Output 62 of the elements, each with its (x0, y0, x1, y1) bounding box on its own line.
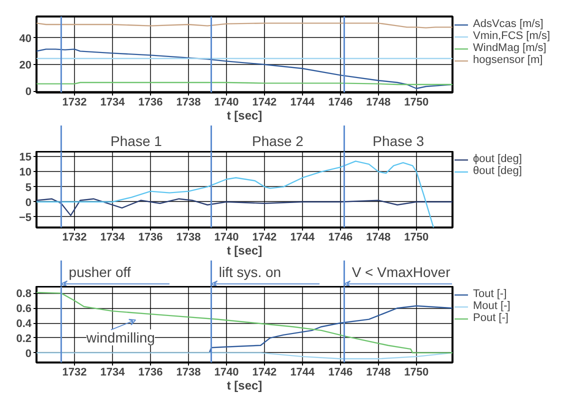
x-tick-label: 1750 (404, 96, 429, 108)
legend-label: Vmin,FCS [m/s] (473, 30, 550, 42)
x-tick-label: 1738 (176, 96, 201, 108)
y-tick-label: 20 (19, 60, 32, 72)
x-tick-label: 1746 (328, 96, 353, 108)
x-tick-label: 1732 (62, 366, 87, 378)
x-tick-label: 1740 (214, 232, 239, 244)
text: Phase 2 (252, 133, 304, 150)
x-tick-label: 1740 (214, 366, 239, 378)
x-tick-label: 1744 (290, 366, 316, 378)
x-tick-label: 1744 (290, 232, 316, 244)
x-tick-label: 1740 (214, 96, 239, 108)
x-tick-label: 1742 (252, 232, 277, 244)
legend-label: Pout [-] (473, 312, 508, 324)
legend-label: hogsensor [m] (473, 54, 543, 66)
x-tick-label: 1734 (100, 232, 126, 244)
x-tick-label: 1748 (366, 232, 391, 244)
legend-label: AdsVcas [m/s] (473, 18, 544, 30)
y-tick-label: 15 (19, 152, 32, 164)
x-tick-label: 1734 (100, 96, 126, 108)
x-axis-title: t [sec] (226, 244, 262, 258)
x-tick-label: 1732 (62, 96, 87, 108)
y-tick-label: 0 (25, 348, 32, 360)
x-tick-label: 1736 (138, 96, 163, 108)
y-tick-label: 0.8 (16, 288, 32, 300)
y-tick-label: 0.4 (16, 318, 32, 330)
x-tick-label: 1736 (138, 232, 163, 244)
x-tick-label: 1732 (62, 232, 87, 244)
y-tick-label: 0.2 (16, 332, 32, 345)
x-tick-label: 1738 (176, 366, 201, 378)
x-tick-label: 1748 (366, 366, 391, 378)
y-tick-label: 5 (25, 182, 32, 194)
x-tick-label: 1744 (290, 96, 316, 108)
y-tick-label: 0.6 (16, 303, 32, 316)
x-axis-title: t [sec] (226, 378, 262, 392)
legend-label: WindMag [m/s] (473, 42, 546, 54)
x-tick-label: 1746 (328, 232, 353, 244)
x-tick-label: 1748 (366, 96, 391, 108)
y-tick-label: 0 (25, 196, 32, 209)
text: Phase 1 (110, 133, 162, 150)
text: lift sys. on (218, 264, 282, 280)
x-tick-label: 1736 (138, 366, 163, 378)
legend-label: θout [deg] (473, 165, 522, 177)
x-tick-label: 1742 (252, 366, 277, 378)
y-tick-label: 10 (19, 166, 32, 179)
x-tick-label: 1734 (100, 366, 126, 378)
text: Phase 3 (372, 133, 424, 150)
legend-label: ϕout [deg] (473, 153, 522, 165)
x-tick-label: 1746 (328, 366, 353, 378)
text: pusher off (68, 264, 131, 280)
text: V < VmaxHover (352, 264, 451, 280)
x-tick-label: 1742 (252, 96, 277, 108)
legend-label: Tout [-] (473, 288, 507, 300)
x-axis-title: t [sec] (226, 108, 262, 122)
legend-label: Mout [-] (473, 300, 510, 312)
y-tick-label: 0 (25, 86, 32, 98)
x-tick-label: 1738 (176, 232, 201, 244)
annotation: windmilling (85, 329, 155, 346)
y-tick-label: −5 (18, 212, 32, 224)
x-tick-label: 1750 (404, 366, 429, 378)
x-tick-label: 1750 (404, 232, 429, 244)
y-tick-label: 40 (19, 32, 32, 45)
